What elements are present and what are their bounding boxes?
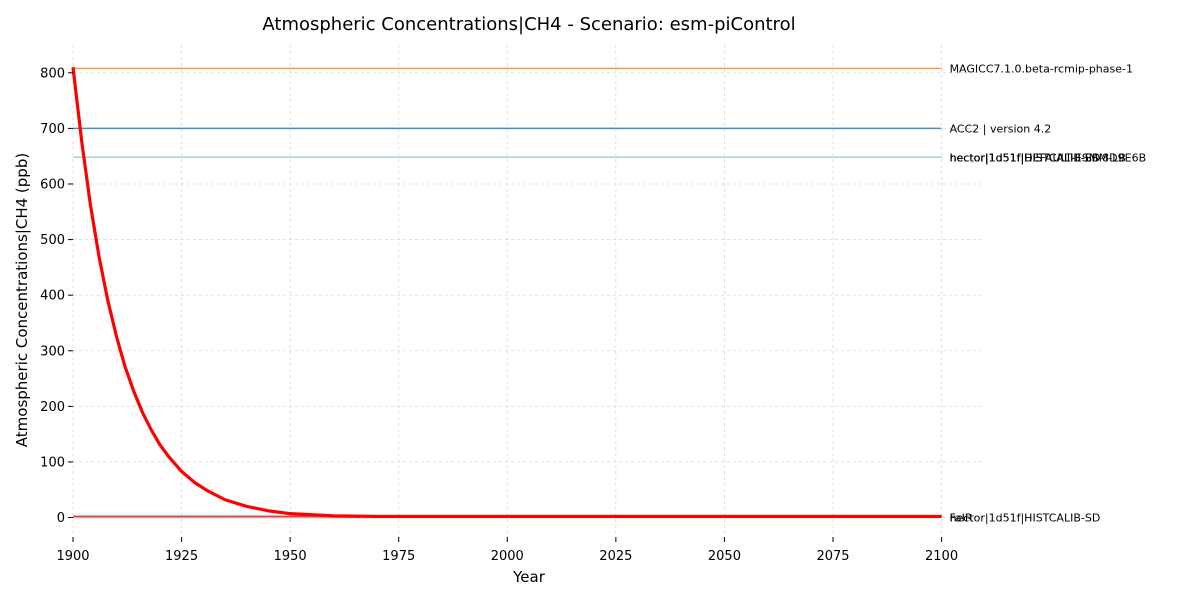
x-tick-label: 1975 [382, 549, 415, 564]
x-axis-label: Year [512, 568, 546, 586]
x-tick-label: 1900 [56, 549, 89, 564]
y-tick-label: 0 [57, 511, 65, 526]
series-end-label: MAGICC7.1.0.beta-rcmip-phase-1 [950, 62, 1133, 75]
x-tick-label: 2000 [491, 549, 524, 564]
series-end-label: FaIR [950, 512, 973, 525]
y-tick-label: 500 [40, 233, 65, 248]
series-end-label: hector|1d51f|HISTCALIB-SD [950, 512, 1101, 525]
y-tick-label: 100 [40, 455, 65, 470]
x-tick-label: 2075 [816, 549, 849, 564]
x-tick-label: 2100 [925, 549, 958, 564]
series-end-label: hector|1d51f|HISTCALIB-SD [950, 151, 1101, 164]
axis-layer: 0 100 200 300 400 500 600 700 800 1900 1925 1950 197… [40, 66, 958, 564]
y-tick-label: 400 [40, 289, 65, 304]
series-label-layer: MAGICC7.1.0.beta-rcmip-phase-1 ACC2 | ver… [950, 62, 1147, 524]
series-layer [71, 67, 942, 519]
y-tick-label: 200 [40, 400, 65, 415]
y-axis-label: Atmospheric Concentrations|CH4 (ppb) [13, 153, 31, 447]
grid-layer [72, 45, 985, 537]
series-end-label: ACC2 | version 4.2 [950, 122, 1052, 135]
series-end-label: hector|1d51f|DEFAULT-ESM-8D9E6B [950, 151, 1147, 164]
x-tick-label: 1950 [274, 549, 307, 564]
series-line [71, 67, 942, 519]
y-tick-label: 300 [40, 344, 65, 359]
y-tick-label: 700 [40, 122, 65, 137]
series-end-label: hector|1d51f|HISTCALIB-ESM-LB [950, 151, 1126, 164]
x-tick-label: 2050 [708, 549, 741, 564]
y-tick-label: 800 [40, 66, 65, 81]
chart-title: Atmospheric Concentrations|CH4 - Scenari… [262, 14, 795, 35]
y-tick-label: 600 [40, 177, 65, 192]
x-tick-label: 1925 [165, 549, 198, 564]
x-tick-label: 2025 [599, 549, 632, 564]
